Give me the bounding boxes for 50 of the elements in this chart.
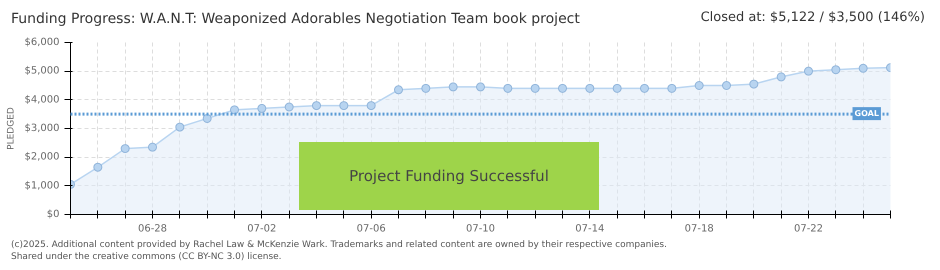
text: Shared under the creative commons (CC BY-NC 3.0) license. — [11, 252, 282, 262]
y-axis-title: PLEDGED — [6, 107, 17, 150]
point — [448, 82, 458, 92]
point — [804, 66, 813, 76]
point — [312, 101, 321, 110]
point — [558, 84, 567, 93]
x-tick-label: 06-28 — [138, 224, 168, 234]
ref-line-label: GOAL — [854, 109, 879, 118]
point — [175, 122, 184, 132]
point — [858, 64, 868, 73]
point — [421, 84, 430, 93]
point — [831, 65, 840, 74]
y-tick-label: $5,000 — [24, 66, 60, 77]
point — [366, 101, 376, 110]
point — [585, 84, 594, 93]
point — [284, 102, 294, 112]
y-tick-label: $2,000 — [24, 152, 60, 163]
point — [148, 142, 157, 152]
picture-success-banner: Project Funding Successful — [299, 142, 599, 210]
point — [776, 72, 786, 82]
point — [257, 104, 266, 113]
x-tick-label: 07-14 — [575, 224, 604, 234]
point — [530, 84, 540, 93]
y-tick-label: $4,000 — [24, 94, 60, 106]
point — [503, 84, 512, 93]
point — [722, 81, 731, 90]
point — [230, 105, 239, 114]
chart-subtitle: Closed at: $5,122 / $3,500 (146%) — [700, 9, 925, 27]
text: (c)2025. Additional content provided by Rachel Law & McKenzie Wark. Trademarks and related content are owned by their respective companies. — [11, 240, 667, 250]
chart-title: Funding Progress: W.A.N.T: Weaponized Adorables Negotiation Team book project — [11, 10, 580, 29]
point — [476, 82, 485, 92]
point — [612, 84, 622, 93]
y-tick-label: $0 — [46, 209, 60, 220]
point — [339, 101, 348, 110]
point — [120, 144, 130, 154]
x-tick-label: 07-10 — [466, 224, 496, 234]
y-tick-label: $6,000 — [24, 37, 60, 48]
x-tick-label: 07-06 — [356, 224, 386, 234]
point — [749, 80, 758, 89]
point — [640, 84, 649, 93]
y-tick-label: $1,000 — [24, 180, 60, 192]
point — [667, 84, 676, 93]
y-tick-label: $3,000 — [24, 123, 60, 134]
x-tick-label: 07-18 — [684, 224, 714, 234]
point — [202, 114, 212, 123]
point — [394, 85, 403, 94]
x-tick-label: 07-22 — [794, 224, 824, 234]
x-tick-label: 07-02 — [247, 224, 276, 234]
point — [694, 81, 704, 90]
point — [93, 162, 102, 172]
